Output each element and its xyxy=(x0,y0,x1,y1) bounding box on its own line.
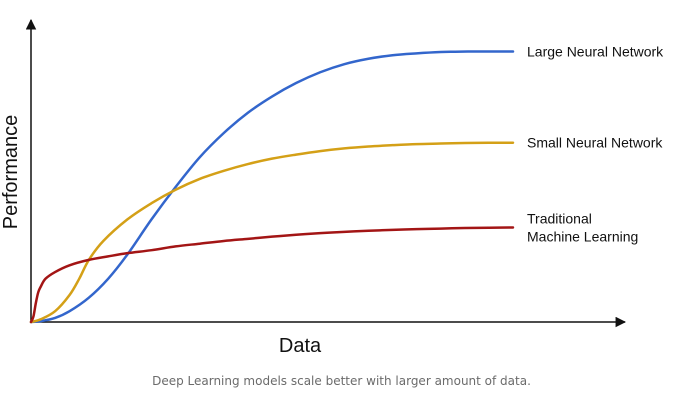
series-label-traditional-machine-learning-line-1: Traditional xyxy=(527,211,592,227)
series-group xyxy=(29,50,515,324)
series-line-small-neural-network xyxy=(29,141,515,324)
x-axis-label: Data xyxy=(279,335,322,357)
series-label-large-neural-network: Large Neural Network xyxy=(527,44,664,60)
axes xyxy=(25,18,627,328)
y-axis-label: Performance xyxy=(0,115,22,230)
series-label-traditional-machine-learning-line-2: Machine Learning xyxy=(527,229,638,245)
chart-svg: Large Neural Network Small Neural Network… xyxy=(0,18,664,357)
series-labels: Large Neural Network Small Neural Network… xyxy=(527,44,664,245)
series-line-traditional-machine-learning xyxy=(29,226,515,324)
series-label-small-neural-network: Small Neural Network xyxy=(527,135,663,151)
series-line-large-neural-network xyxy=(29,50,515,324)
chart-caption: Deep Learning models scale better with l… xyxy=(152,374,531,388)
